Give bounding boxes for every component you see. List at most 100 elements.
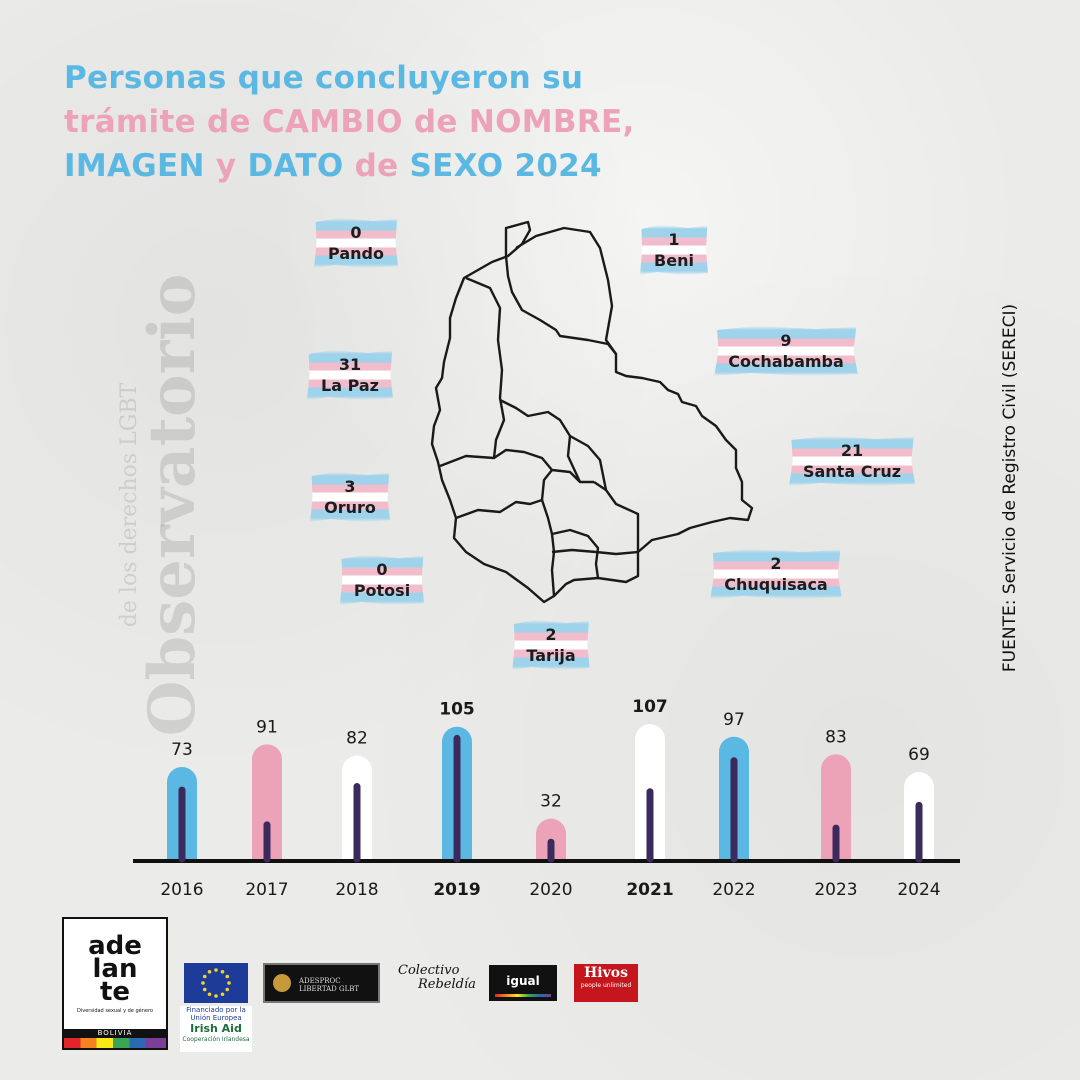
hivos-name: Hivos — [584, 965, 628, 981]
tick-label-2018: 2018 — [335, 880, 378, 900]
eu-star — [225, 987, 230, 992]
dept-label-la-paz: 31 La Paz — [307, 350, 393, 400]
adesproc-name: ADESPROC LIBERTAD GLBT — [299, 977, 360, 993]
eu-star — [220, 969, 225, 974]
title-segment: CAMBIO — [261, 104, 403, 140]
irish-aid-caption: Cooperación Irlandesa — [182, 1036, 250, 1043]
data-label-2023: 83 — [825, 727, 847, 747]
dept-value: 2 — [545, 625, 557, 644]
eu-star — [207, 992, 212, 997]
eu-stars-icon — [201, 968, 231, 998]
title-segment: de — [343, 148, 410, 184]
map-border — [551, 548, 639, 556]
map-border — [540, 499, 556, 597]
tick-label-2021: 2021 — [626, 880, 673, 900]
dept-value: 2 — [770, 554, 782, 573]
dept-value: 3 — [344, 477, 356, 496]
title-line-1: Personas que concluyeron su — [64, 56, 635, 100]
dept-name: Santa Cruz — [802, 462, 902, 481]
dept-value: 21 — [840, 441, 864, 460]
hivos-logo: Hivos people unlimited — [574, 964, 638, 1002]
bar-2023 — [821, 754, 851, 859]
map-border — [551, 528, 600, 579]
data-label-2018: 82 — [346, 729, 368, 749]
colectivo-name-2: Rebeldía — [418, 977, 476, 992]
data-label-2017: 91 — [256, 717, 278, 737]
data-label-2022: 97 — [723, 710, 745, 730]
tick-label-2024: 2024 — [897, 880, 940, 900]
dept-label-potosi: 0 Potosi — [339, 555, 425, 605]
dept-name: Cochabamba — [728, 352, 844, 371]
dept-label-santa-cruz: 21 Santa Cruz — [788, 436, 916, 486]
adelante-country: BOLIVIA — [64, 1029, 166, 1038]
page-title: Personas que concluyeron su trámite de C… — [64, 56, 635, 188]
dept-value: 31 — [338, 355, 362, 374]
tick-label-2022: 2022 — [712, 880, 755, 900]
title-segment: DATO — [247, 148, 344, 184]
title-line-3: IMAGEN y DATO de SEXO 2024 — [64, 144, 635, 188]
eu-star — [202, 974, 207, 979]
tick-label-2020: 2020 — [529, 880, 572, 900]
colectivo-name: Colectivo — [398, 963, 460, 978]
dept-value: 1 — [668, 230, 680, 249]
dept-name: Beni — [654, 251, 694, 270]
adelante-tagline: Diversidad sexual y de género — [77, 1008, 153, 1014]
dept-name: Oruro — [324, 498, 376, 517]
dept-name: Potosi — [353, 581, 411, 600]
dept-value: 0 — [350, 223, 362, 242]
eu-star — [207, 969, 212, 974]
eu-star — [202, 987, 207, 992]
eu-star — [227, 981, 231, 985]
dept-label-beni: 1 Beni — [640, 225, 708, 275]
title-segment: de — [402, 104, 469, 140]
igual-logo: igual — [489, 965, 557, 1001]
adesproc-logo: ADESPROC LIBERTAD GLBT — [263, 963, 380, 1003]
map-border — [455, 469, 553, 520]
hivos-tagline: people unlimited — [580, 982, 632, 989]
dept-label-oruro: 3 Oruro — [310, 472, 390, 522]
eu-star — [225, 974, 230, 979]
data-label-2016: 73 — [171, 740, 193, 760]
eu-flag-logo — [184, 963, 248, 1003]
data-label-2021: 107 — [632, 697, 668, 717]
dept-label-pando: 0 Pando — [314, 218, 398, 268]
igual-name: igual — [506, 974, 540, 988]
colectivo-rebeldia-logo: Colectivo Rebeldía — [398, 964, 476, 1004]
map-border — [569, 434, 608, 491]
title-segment: SEXO 2024 — [409, 148, 602, 184]
data-label-2024: 69 — [908, 745, 930, 765]
eu-star — [201, 981, 205, 985]
map-border — [465, 276, 506, 459]
dept-label-chuquisaca: 2 Chuquisaca — [710, 549, 842, 599]
bar-2017 — [252, 744, 282, 859]
adelante-line: lan — [92, 954, 138, 984]
dept-name: La Paz — [321, 376, 379, 395]
eu-star — [214, 994, 218, 998]
tick-label-2023: 2023 — [814, 880, 857, 900]
data-label-2019: 105 — [439, 700, 475, 720]
adelante-line: te — [99, 977, 131, 1007]
map-outline — [430, 220, 754, 604]
irish-aid-logo: Irish Aid Cooperación Irlandesa — [180, 1022, 252, 1052]
data-label-2020: 32 — [540, 792, 562, 812]
map-border — [439, 448, 581, 483]
dept-name: Chuquisaca — [724, 575, 828, 594]
tick-label-2016: 2016 — [160, 880, 203, 900]
title-line-2: trámite de CAMBIO de NOMBRE, — [64, 100, 635, 144]
title-segment: IMAGEN — [64, 148, 205, 184]
title-segment: trámite de — [64, 104, 262, 140]
dept-name: Tarija — [526, 646, 576, 665]
eu-star — [214, 968, 218, 972]
dept-name: Pando — [328, 244, 384, 263]
map-border — [499, 398, 594, 484]
dept-label-tarija: 2 Tarija — [512, 620, 590, 670]
dept-label-cochabamba: 9 Cochabamba — [714, 326, 858, 376]
adesproc-emblem-icon — [273, 974, 291, 992]
rainbow-strip — [64, 1038, 166, 1048]
irish-aid-name: Irish Aid — [190, 1022, 242, 1035]
title-segment: Personas que concluyeron su — [64, 60, 584, 96]
title-segment: NOMBRE, — [468, 104, 635, 140]
tick-label-2019: 2019 — [433, 880, 480, 900]
